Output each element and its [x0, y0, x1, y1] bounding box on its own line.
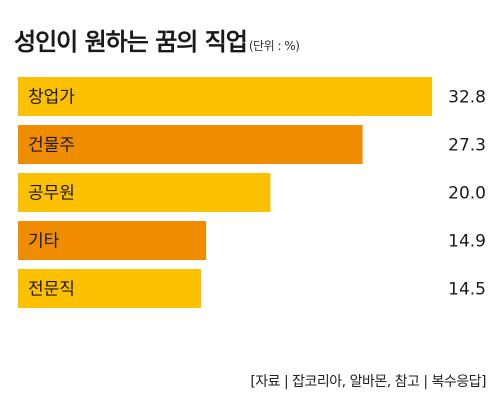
bar-2 [18, 173, 271, 212]
bar-value-label-3: 14.9 [448, 232, 486, 252]
bar-value-label-2: 20.0 [448, 184, 486, 204]
bar-3 [18, 221, 207, 260]
bar-1 [18, 125, 363, 164]
bar-category-label-0: 창업가 [28, 88, 75, 108]
bar-category-label-1: 건물주 [28, 136, 75, 156]
chart-source: [자료 | 잡코리아, 알바몬, 참고 | 복수응답] [250, 374, 486, 390]
bar-category-label-2: 공무원 [28, 184, 75, 204]
bar-0 [18, 77, 432, 116]
bar-category-label-3: 기타 [28, 232, 60, 252]
chart-unit: (단위 : %) [248, 39, 300, 53]
bar-value-label-0: 32.8 [448, 88, 486, 108]
bar-category-label-4: 전문직 [28, 280, 75, 300]
bar-value-label-1: 27.3 [448, 136, 486, 156]
chart-title: 성인이 원하는 꿈의 직업 (단위 : %) [14, 22, 300, 57]
chart-title-text: 성인이 원하는 꿈의 직업 [14, 28, 248, 56]
bar-value-label-4: 14.5 [448, 280, 486, 300]
bar-4 [18, 269, 202, 308]
